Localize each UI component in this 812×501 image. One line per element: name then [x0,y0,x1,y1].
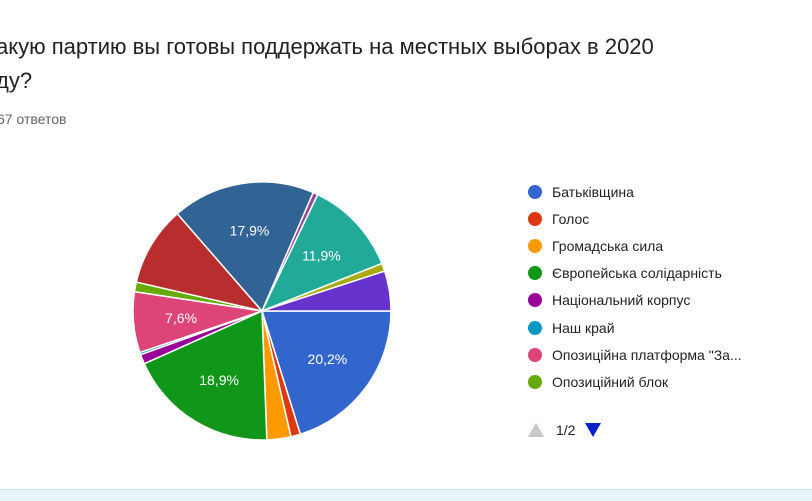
legend-label: Європейська солідарність [552,265,722,282]
triangle-up-icon[interactable] [528,423,544,437]
legend-dot-icon [528,184,542,199]
slice-data-label: 17,9% [230,223,270,239]
legend-label: Опозиційний блок [552,373,669,390]
pie-slice[interactable] [143,309,268,441]
legend-dot-icon [528,320,542,335]
legend-label: Громадська сила [552,237,664,254]
legend-label: Батьківщина [552,183,634,200]
legend-item[interactable]: Батьківщина [528,178,742,205]
pie-slice[interactable] [261,270,392,312]
legend-item[interactable]: Голос [528,205,742,232]
triangle-down-icon[interactable] [585,423,602,437]
slice-data-label: 7,6% [165,310,197,326]
slice-data-label: 11,9% [302,248,341,264]
legend-dot-icon [528,266,542,281]
pie-slice[interactable] [176,181,315,313]
legend-dot-icon [528,347,542,362]
legend-item[interactable]: Національний корпус [528,287,742,314]
page-indicator: 1/2 [556,422,576,438]
legend-label: Національний корпус [552,292,691,309]
legend-label: Наш край [552,319,615,336]
legend: Батьківщина Голос Громадська сила Європе… [528,178,742,396]
legend-item[interactable]: Наш край [528,314,742,341]
response-count: 67 ответов [0,111,67,127]
legend-dot-icon [528,238,542,253]
footer-band [0,489,812,501]
pie-slice[interactable] [135,212,265,313]
legend-item[interactable]: Громадська сила [528,232,742,259]
legend-dot-icon [528,374,542,389]
pie-slice[interactable] [260,310,392,436]
slice-data-label: 18,9% [199,372,239,388]
legend-dot-icon [528,293,542,308]
slice-data-label: 20,2% [308,351,348,367]
legend-label: Опозиційна платформа "За... [552,346,742,363]
legend-label: Голос [552,210,590,227]
legend-item[interactable]: Європейська солідарність [528,260,742,287]
legend-dot-icon [528,211,542,226]
pie-slice[interactable] [260,193,383,313]
legend-pager: 1/2 [528,422,602,438]
legend-item[interactable]: Опозиційний блок [528,368,742,395]
question-title: акую партию вы готовы поддержать на мест… [0,34,654,93]
legend-item[interactable]: Опозиційна платформа "За... [528,341,742,368]
